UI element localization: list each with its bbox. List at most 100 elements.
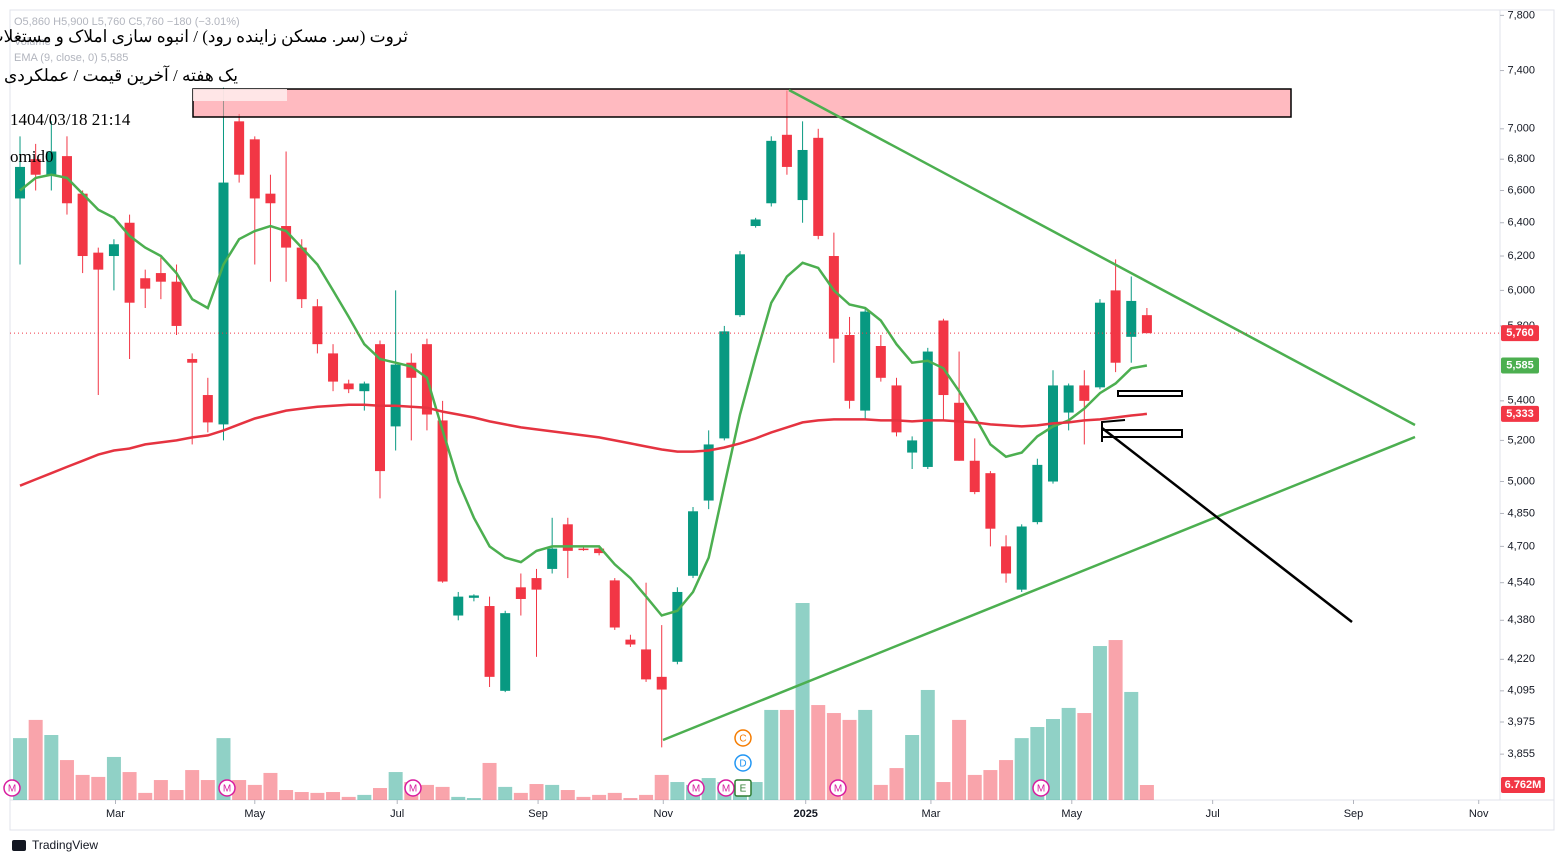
candle-body (1141, 315, 1152, 334)
candle-body (1032, 464, 1043, 523)
volume-bar (247, 784, 262, 800)
candle-body (187, 358, 198, 363)
candle-body (531, 578, 542, 590)
candle-body (672, 591, 683, 662)
volume-bar (419, 784, 434, 800)
ohlc-legend: O5,860 H5,900 L5,760 C5,760 −180 (−3.01%… (14, 16, 240, 28)
volume-bar (576, 796, 591, 800)
candle-body (61, 156, 72, 204)
price-label-box (1501, 325, 1539, 342)
volume-bar (59, 760, 74, 800)
candle-body (609, 580, 620, 628)
event-marker (218, 779, 236, 797)
volume-bar (482, 762, 497, 800)
price-label: 5,585 (1506, 359, 1534, 371)
event-label: M (223, 784, 231, 795)
candle-body (656, 676, 667, 690)
volume-label-box (1501, 776, 1545, 793)
volume-bar (91, 776, 106, 800)
candle-body (312, 306, 323, 345)
event-marker (404, 779, 422, 797)
volume-bar (341, 796, 356, 800)
event-label: M (692, 784, 700, 795)
candle-body (234, 121, 245, 175)
candle-body (1048, 385, 1058, 482)
event-marker (734, 729, 752, 747)
candle-body (828, 256, 839, 339)
volume-bar (263, 772, 278, 800)
resistance-zone (192, 88, 1292, 118)
candle-body (374, 344, 385, 472)
x-tick-label: Sep (528, 808, 548, 820)
subtitle: یک هفته / آخرین قیمت / عملکردی (3, 66, 238, 85)
candle-body (390, 364, 401, 427)
candle-body (641, 649, 652, 680)
volume-bar (1077, 713, 1092, 800)
candle-body (77, 193, 88, 257)
y-tick-label: 3,855 (1507, 748, 1535, 760)
volume-bar (670, 782, 685, 800)
candle-body (1001, 546, 1012, 574)
candle-body (1094, 302, 1105, 388)
candle-body (922, 351, 933, 467)
candle-body (281, 226, 292, 248)
volume-bar (294, 792, 309, 800)
zone-highlight (193, 89, 287, 101)
volume-bar (779, 709, 794, 800)
y-tick-label: 6,800 (1507, 153, 1535, 165)
candle-body (750, 219, 761, 227)
candle-body (875, 346, 886, 378)
volume-bar (106, 756, 121, 800)
candle-body (359, 383, 370, 392)
candle-body (484, 606, 495, 677)
candle-body (1016, 526, 1027, 590)
logo (12, 840, 26, 851)
x-tick-label: 2025 (793, 808, 817, 820)
candle-body (1110, 290, 1121, 363)
volume-bar (607, 792, 622, 800)
y-tick-label: 6,600 (1507, 184, 1535, 196)
volume-bar (858, 709, 873, 800)
candle-body (813, 137, 824, 236)
candle-body (797, 149, 808, 201)
volume-bar (169, 790, 184, 800)
volume-label: 6.762M (1505, 779, 1542, 791)
volume-bar (983, 770, 998, 800)
x-tick-label: May (244, 808, 265, 820)
volume-bar (639, 794, 654, 800)
volume-bar (623, 798, 638, 800)
candle-body (734, 254, 745, 316)
candle-body (907, 440, 918, 453)
candle-body (594, 548, 605, 554)
x-tick-label: Sep (1344, 808, 1364, 820)
candle-body (515, 587, 526, 599)
event-label: C (739, 734, 746, 745)
x-tick-label: Mar (921, 808, 940, 820)
event-marker (3, 779, 21, 797)
volume-bar (75, 774, 90, 800)
ema-line (19, 403, 1148, 487)
y-tick-label: 7,000 (1507, 123, 1535, 135)
ema-line (19, 173, 1148, 617)
volume-bar (513, 792, 528, 800)
volume-bar (701, 778, 716, 800)
axis-layer: 7,800 7,400 7,000 6,800 6,600 6,400 6,200 6,000… (10, 9, 1545, 820)
volume-bar (498, 786, 513, 800)
volume-bar (545, 784, 560, 800)
x-tick-label: Nov (654, 808, 674, 820)
candle-body (108, 244, 119, 257)
volume-bar (357, 794, 372, 800)
volume-bar (1061, 707, 1076, 800)
volume-bar (529, 784, 544, 800)
volume-bar (279, 790, 294, 800)
event-label: E (740, 784, 747, 795)
y-tick-label: 4,095 (1507, 685, 1535, 697)
candle-body (171, 281, 182, 326)
event-marker (734, 754, 752, 772)
y-tick-label: 6,200 (1507, 250, 1535, 262)
candle-body (719, 331, 730, 439)
event-label: M (1037, 784, 1045, 795)
candle-body (547, 548, 558, 569)
volume-bar (936, 782, 951, 800)
title: ثروت (سر. مسکن زاینده رود) / انبوه سازی … (0, 27, 408, 46)
